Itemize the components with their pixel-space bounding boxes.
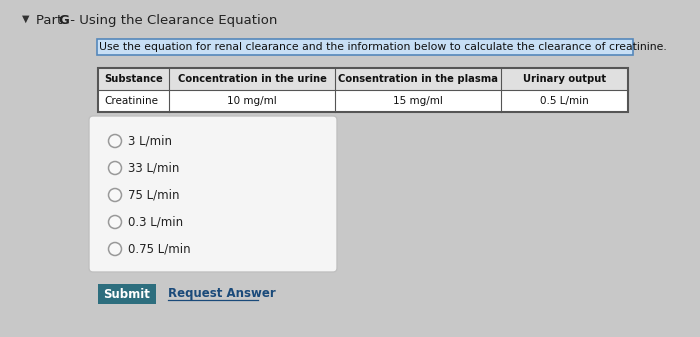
Bar [98, 68, 628, 90]
Text: 3 L/min: 3 L/min [128, 134, 172, 148]
Text: ▼: ▼ [22, 14, 29, 24]
Circle shape [108, 134, 122, 148]
Text: 33 L/min: 33 L/min [128, 161, 179, 175]
Text: Request Answer: Request Answer [168, 287, 276, 301]
Bar [98, 284, 156, 304]
Circle shape [108, 161, 122, 175]
Circle shape [108, 243, 122, 255]
Text: Urinary output: Urinary output [523, 74, 606, 84]
Text: Use the equation for renal clearance and the information below to calculate the : Use the equation for renal clearance and… [99, 42, 666, 52]
Text: 15 mg/ml: 15 mg/ml [393, 96, 443, 106]
Text: - Using the Clearance Equation: - Using the Clearance Equation [66, 14, 277, 27]
Bar [98, 68, 628, 112]
Text: Substance: Substance [104, 74, 163, 84]
Circle shape [108, 215, 122, 228]
FancyBboxPatch shape [89, 116, 337, 272]
Text: 75 L/min: 75 L/min [128, 188, 179, 202]
Text: Submit: Submit [104, 287, 150, 301]
Text: Concentration in the urine: Concentration in the urine [178, 74, 326, 84]
Text: Consentration in the plasma: Consentration in the plasma [338, 74, 498, 84]
Text: Part: Part [36, 14, 66, 27]
FancyBboxPatch shape [97, 39, 633, 55]
Text: 0.75 L/min: 0.75 L/min [128, 243, 190, 255]
Text: G: G [58, 14, 69, 27]
Text: Creatinine: Creatinine [104, 96, 158, 106]
Text: 0.3 L/min: 0.3 L/min [128, 215, 183, 228]
Circle shape [108, 188, 122, 202]
Bar [98, 90, 628, 112]
Text: 0.5 L/min: 0.5 L/min [540, 96, 589, 106]
Text: 10 mg/ml: 10 mg/ml [227, 96, 277, 106]
